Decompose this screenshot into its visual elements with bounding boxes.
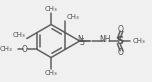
Text: CH₃: CH₃ — [13, 32, 26, 38]
Text: S: S — [117, 36, 124, 46]
Text: NH: NH — [100, 35, 111, 44]
Text: CH₃: CH₃ — [45, 6, 57, 12]
Text: CH₃: CH₃ — [45, 70, 57, 76]
Text: N: N — [78, 35, 83, 44]
Text: O: O — [117, 25, 123, 34]
Text: CH₃: CH₃ — [0, 46, 12, 52]
Text: CH₃: CH₃ — [133, 38, 146, 44]
Text: O: O — [22, 45, 28, 54]
Text: O: O — [117, 48, 123, 57]
Text: CH₃: CH₃ — [66, 14, 79, 20]
Text: S: S — [79, 38, 84, 47]
